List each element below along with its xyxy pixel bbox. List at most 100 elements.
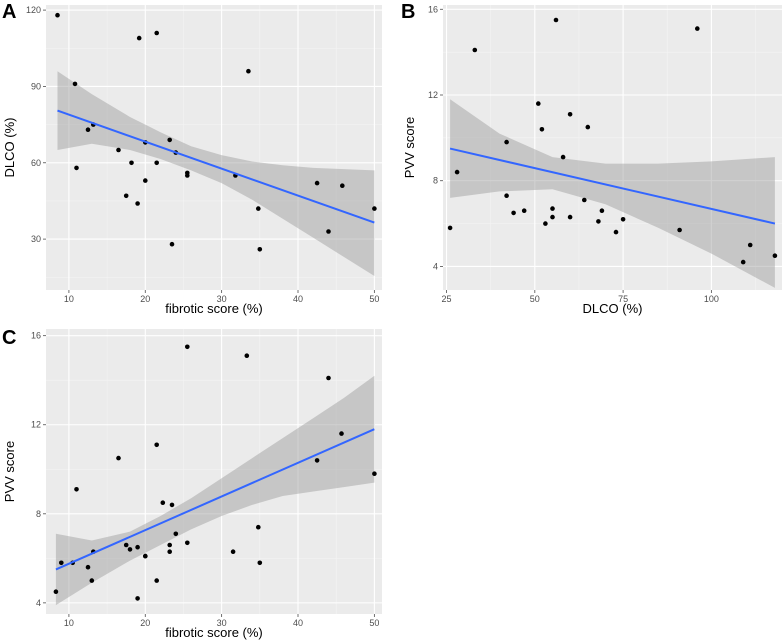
data-point (340, 183, 345, 188)
regression-line (57, 109, 375, 224)
data-point (53, 589, 59, 594)
data-point (372, 206, 377, 211)
panel-c: 10 20 30 40 50 4 8 12 16 fibrotic score (%) PVV sc… (2, 327, 382, 640)
y-tick-label: 4 (433, 261, 438, 271)
data-point (89, 578, 95, 583)
panel-b: 25 50 75 100 4 8 12 16 DLCO (%) PVV score B (401, 1, 782, 316)
data-point (326, 229, 331, 234)
data-point (695, 26, 700, 31)
data-point (543, 221, 548, 226)
data-point (257, 247, 263, 252)
data-point (582, 197, 587, 203)
y-tick-label: 60 (31, 158, 41, 168)
data-point (72, 81, 78, 87)
data-point (135, 201, 140, 206)
data-point (550, 206, 555, 211)
data-point (154, 442, 159, 448)
x-tick-label: 10 (64, 618, 74, 628)
y-axis-title: DLCO (%) (2, 118, 17, 178)
panel-a: 10 20 30 40 50 30 60 90 120 fibrotic score (%) DLC… (2, 1, 382, 316)
regression-line (55, 428, 375, 571)
data-point (116, 455, 121, 461)
data-point (447, 225, 453, 231)
y-tick-label: 8 (433, 176, 438, 186)
data-point (511, 210, 516, 216)
panel-label: C (2, 327, 16, 349)
x-axis-title: DLCO (%) (583, 301, 643, 316)
data-point (620, 217, 626, 222)
y-tick-label: 12 (31, 420, 41, 430)
data-point (314, 458, 320, 463)
data-point (772, 253, 778, 258)
data-point (85, 564, 91, 570)
data-point (246, 68, 251, 74)
data-point (454, 169, 460, 175)
plot-background (443, 5, 782, 290)
y-tick-label: 16 (31, 331, 41, 341)
data-point (244, 353, 250, 359)
y-tick-label: 120 (26, 5, 41, 15)
data-point (230, 549, 236, 554)
data-point (255, 206, 261, 211)
data-point (504, 139, 509, 145)
data-point (123, 542, 129, 548)
y-tick-label: 30 (31, 234, 41, 244)
x-tick-label: 25 (442, 294, 452, 304)
x-tick-label: 75 (618, 294, 628, 304)
x-tick-label: 40 (293, 618, 303, 628)
data-point (372, 471, 377, 477)
x-tick-label: 20 (140, 294, 150, 304)
data-point (677, 227, 682, 233)
data-point (154, 160, 159, 166)
data-point (154, 30, 159, 36)
x-tick-label: 100 (704, 294, 719, 304)
data-point (567, 112, 573, 117)
x-tick-label: 20 (140, 618, 150, 628)
data-point (55, 12, 60, 18)
data-point (173, 531, 179, 537)
x-tick-label: 50 (369, 618, 379, 628)
data-point (747, 242, 753, 248)
confidence-band (450, 99, 775, 288)
data-point (326, 375, 331, 381)
data-point (553, 17, 559, 23)
x-tick-label: 50 (530, 294, 540, 304)
y-tick-label: 12 (428, 90, 438, 100)
panel-label: A (2, 1, 16, 23)
data-point (255, 524, 261, 530)
x-tick-label: 10 (64, 294, 74, 304)
y-tick-label: 4 (36, 598, 41, 608)
data-point (585, 124, 591, 130)
plot-background (46, 5, 382, 290)
y-tick-label: 90 (31, 81, 41, 91)
y-axis-title: PVV score (2, 441, 17, 502)
y-tick-label: 8 (36, 509, 41, 519)
x-axis-title: fibrotic score (%) (165, 625, 263, 640)
data-point (560, 154, 566, 160)
data-point (314, 180, 320, 186)
data-point (74, 487, 79, 492)
regression-line (449, 147, 776, 225)
data-point (135, 544, 140, 550)
data-point (472, 47, 478, 53)
data-point (74, 165, 79, 171)
data-point (567, 214, 573, 220)
data-point (596, 219, 601, 224)
data-point (167, 549, 172, 554)
panel-label: B (401, 1, 415, 23)
data-point (539, 127, 545, 132)
x-tick-label: 50 (369, 294, 379, 304)
confidence-band (57, 71, 375, 276)
data-point (536, 101, 541, 106)
data-point (740, 259, 746, 265)
data-point (169, 241, 175, 247)
data-point (521, 208, 527, 213)
x-tick-label: 30 (217, 618, 227, 628)
data-point (136, 35, 142, 41)
y-tick-label: 16 (428, 4, 438, 14)
x-tick-label: 40 (293, 294, 303, 304)
data-point (123, 193, 129, 199)
data-point (185, 173, 190, 178)
data-point (167, 137, 172, 143)
